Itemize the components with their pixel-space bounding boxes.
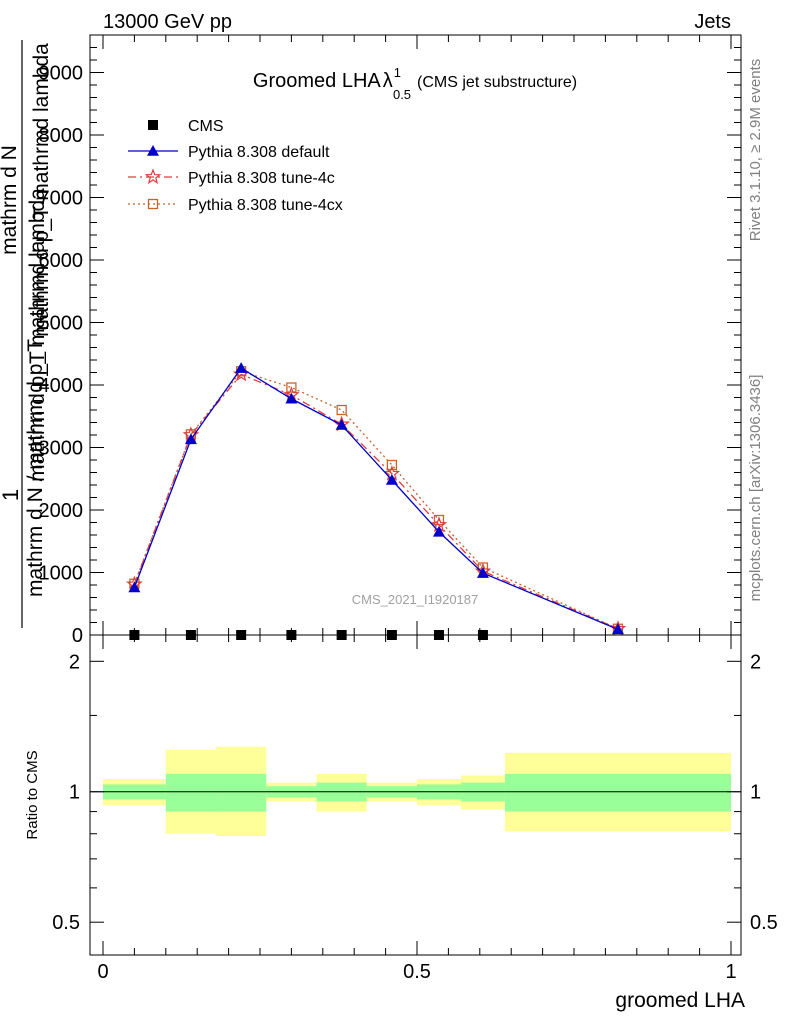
ratio-y-tick-label-right: 0.5 <box>750 912 778 934</box>
data-point <box>128 581 141 593</box>
main-y-tick-label: 4000 <box>39 375 84 397</box>
ratio-y-tick-label: 2 <box>69 651 80 673</box>
title-note: (CMS jet substructure) <box>417 74 577 91</box>
data-point <box>286 382 297 393</box>
x-tick-label: 0 <box>97 961 108 983</box>
ylabel-denominator-right: mathrm d p_T mathrmd lambda <box>26 188 49 482</box>
ylabel-denominator: mathrm d N / mathrm d p_T <box>24 339 47 597</box>
legend-marker <box>147 198 159 210</box>
legend-marker <box>147 145 159 156</box>
main-y-tick-label: 6000 <box>39 250 84 272</box>
data-point <box>184 433 197 445</box>
mcplots-label: mcplots.cern.ch [arXiv:1306.3436] <box>747 375 764 602</box>
header-process-label: Jets <box>694 11 731 33</box>
data-point <box>611 623 624 635</box>
title-main: Groomed LHA <box>253 70 381 92</box>
ratio-y-tick-label: 0.5 <box>52 912 80 934</box>
ratio-x-axis: 0 0.5 1 <box>97 635 737 983</box>
data-point <box>235 362 248 373</box>
data-point <box>336 404 347 416</box>
main-y-axis-label: 1 mathrm d N mathrm d p_T mathrmd lambda… <box>0 40 53 628</box>
ylabel-numerator-right: mathrm d p_T mathrmd lambda <box>30 43 53 337</box>
ratio-y-tick-label-right: 2 <box>750 651 761 673</box>
rivet-version-label: Rivet 3.1.10, ≥ 2.9M events <box>747 59 764 242</box>
legend-marker <box>144 168 162 185</box>
header-energy-label: 13000 GeV pp <box>103 11 232 33</box>
analysis-watermark: CMS_2021_I1920187 <box>352 592 479 607</box>
main-y-tick-label: 2000 <box>39 500 84 522</box>
main-y-tick-label: 0 <box>72 625 83 647</box>
x-axis-label: groomed LHA <box>615 989 745 1012</box>
main-x-axis <box>102 35 732 635</box>
ratio-y-tick-label: 1 <box>69 782 80 804</box>
x-tick-label: 1 <box>725 961 736 983</box>
main-y-axis: 0 1000 2000 3000 4000 5000 6000 7000 8000 9000 <box>39 34 741 647</box>
series-pythia-8-308-default <box>128 362 624 635</box>
main-y-tick-label: 3000 <box>39 438 84 460</box>
main-y-tick-label: 5000 <box>39 313 84 335</box>
main-y-tick-label: 1000 <box>39 563 84 585</box>
ratio-y-tick-label-right: 1 <box>750 782 761 804</box>
x-tick-label: 0.5 <box>403 961 431 983</box>
main-y-tick-label: 7000 <box>39 188 84 210</box>
ratio-inner-band <box>165 773 217 812</box>
data-point <box>335 419 348 430</box>
title-lambda: λ <box>383 70 393 92</box>
legend: CMS Pythia 8.308 default Pythia 8.308 tune… <box>128 118 343 214</box>
ylabel-one: 1 <box>0 489 23 501</box>
data-point <box>386 459 398 471</box>
series-line <box>133 370 619 630</box>
legend-label: CMS <box>188 118 224 135</box>
plot-title: Groomed LHA λ1 0.5 (CMS jet substructure) <box>253 65 577 102</box>
ratio-y-axis: 0.5 0.5 1 1 2 2 <box>52 651 778 934</box>
series-line <box>133 373 619 630</box>
data-point <box>385 474 398 485</box>
legend-marker <box>148 120 158 130</box>
ratio-panel-frame <box>89 634 742 956</box>
title-subscript: 0.5 <box>393 87 411 102</box>
legend-label: Pythia 8.308 default <box>188 144 330 161</box>
ratio-inner-band <box>216 773 267 812</box>
title-superscript: 1 <box>394 65 401 80</box>
ylabel-numerator-left: mathrm d N <box>0 145 21 255</box>
data-point <box>476 567 489 578</box>
data-point <box>285 392 298 404</box>
main-y-tick-label: 9000 <box>39 63 84 85</box>
legend-label: Pythia 8.308 tune-4cx <box>188 197 343 214</box>
ratio-inner-band <box>504 773 731 812</box>
series-line <box>133 367 619 630</box>
ratio-y-axis-label: Ratio to CMS <box>24 750 41 839</box>
data-point <box>432 525 445 537</box>
legend-label: Pythia 8.308 tune-4c <box>188 170 335 187</box>
main-y-tick-label: 8000 <box>39 125 84 147</box>
